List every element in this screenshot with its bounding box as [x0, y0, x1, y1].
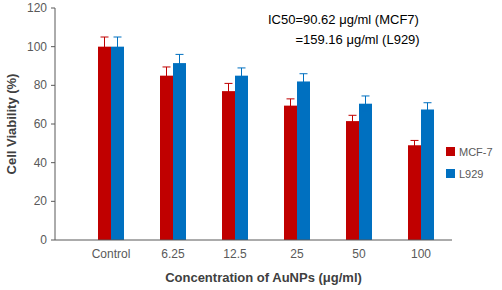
bar — [359, 104, 372, 240]
y-tick-label: 80 — [34, 78, 48, 92]
error-bar — [163, 67, 171, 84]
y-tick — [51, 85, 55, 86]
error-stem — [117, 37, 118, 56]
error-bar — [300, 74, 308, 89]
error-cap — [225, 98, 233, 99]
error-stem — [290, 99, 291, 113]
error-bar — [176, 54, 184, 71]
legend-label: MCF-7 — [459, 146, 493, 158]
y-tick-label: 40 — [34, 156, 48, 170]
error-bar — [362, 96, 370, 111]
annotation: =159.16 μg/ml (L929) — [295, 32, 419, 47]
page: {"chart_data": { "type": "bar", "annotat… — [0, 0, 502, 290]
bar — [284, 106, 297, 240]
error-bar — [287, 99, 295, 113]
bar — [297, 81, 310, 240]
error-cap — [176, 54, 184, 55]
error-cap — [349, 115, 357, 116]
error-stem — [179, 54, 180, 71]
y-tick — [51, 201, 55, 202]
legend-label: L929 — [459, 168, 483, 180]
error-cap — [287, 98, 295, 99]
error-cap — [176, 71, 184, 72]
error-stem — [352, 115, 353, 127]
x-axis-title: Concentration of AuNPs (μg/ml) — [165, 270, 362, 285]
x-tick-label: 25 — [290, 247, 304, 261]
error-cap — [238, 83, 246, 84]
error-bar — [225, 83, 233, 98]
error-cap — [101, 56, 109, 57]
y-tick — [51, 240, 55, 241]
error-bar — [411, 140, 419, 150]
error-cap — [300, 73, 308, 74]
error-stem — [414, 140, 415, 150]
error-cap — [225, 83, 233, 84]
annotation: IC50=90.62 μg/ml (MCF7) — [268, 12, 419, 27]
error-cap — [114, 56, 122, 57]
x-tick-label: 12.5 — [223, 247, 247, 261]
error-bar — [238, 68, 246, 83]
x-tick-label: 6.25 — [161, 247, 185, 261]
bar — [235, 76, 248, 240]
bar — [346, 121, 359, 240]
error-stem — [303, 74, 304, 89]
x-tick-label: 100 — [411, 247, 431, 261]
error-stem — [166, 67, 167, 84]
error-cap — [349, 126, 357, 127]
bars — [98, 37, 434, 240]
legend-swatch — [446, 169, 455, 178]
y-axis-title: Cell Viability (%) — [4, 74, 19, 175]
y-tick-label: 60 — [34, 117, 48, 131]
error-stem — [228, 83, 229, 98]
y-tick — [51, 46, 55, 47]
bar — [408, 145, 421, 240]
legend-swatch — [446, 147, 455, 156]
x-tick-label: Control — [92, 247, 131, 261]
y-tick — [51, 124, 55, 125]
error-cap — [114, 37, 122, 38]
y-tick-label: 100 — [27, 40, 47, 54]
error-cap — [287, 112, 295, 113]
error-cap — [238, 67, 246, 68]
error-cap — [411, 140, 419, 141]
y-tick — [51, 8, 55, 9]
error-stem — [365, 96, 366, 111]
y-tick — [51, 162, 55, 163]
bar — [222, 91, 235, 240]
error-bar — [114, 37, 122, 56]
error-bar — [349, 115, 357, 127]
error-cap — [362, 111, 370, 112]
bar — [111, 47, 124, 240]
bar — [421, 110, 434, 241]
error-stem — [241, 68, 242, 83]
y-tick-label: 120 — [27, 1, 47, 15]
x-axis — [55, 240, 452, 241]
error-stem — [427, 103, 428, 117]
x-tick-label: 50 — [352, 247, 366, 261]
error-bar — [101, 37, 109, 56]
error-cap — [300, 89, 308, 90]
y-tick-label: 0 — [40, 233, 47, 247]
error-cap — [411, 150, 419, 151]
error-cap — [424, 116, 432, 117]
error-cap — [163, 84, 171, 85]
error-stem — [104, 37, 105, 56]
error-bar — [424, 103, 432, 117]
chart: 0 20 40 60 80 100 120 Control 6.25 12.5 25 50 100 Cel… — [0, 0, 502, 290]
bar — [173, 63, 186, 240]
error-cap — [101, 37, 109, 38]
error-cap — [362, 95, 370, 96]
error-cap — [424, 102, 432, 103]
y-tick-label: 20 — [34, 194, 48, 208]
bar — [160, 76, 173, 240]
error-cap — [163, 66, 171, 67]
legend: MCF-7 L929 — [446, 146, 493, 180]
bar — [98, 47, 111, 240]
